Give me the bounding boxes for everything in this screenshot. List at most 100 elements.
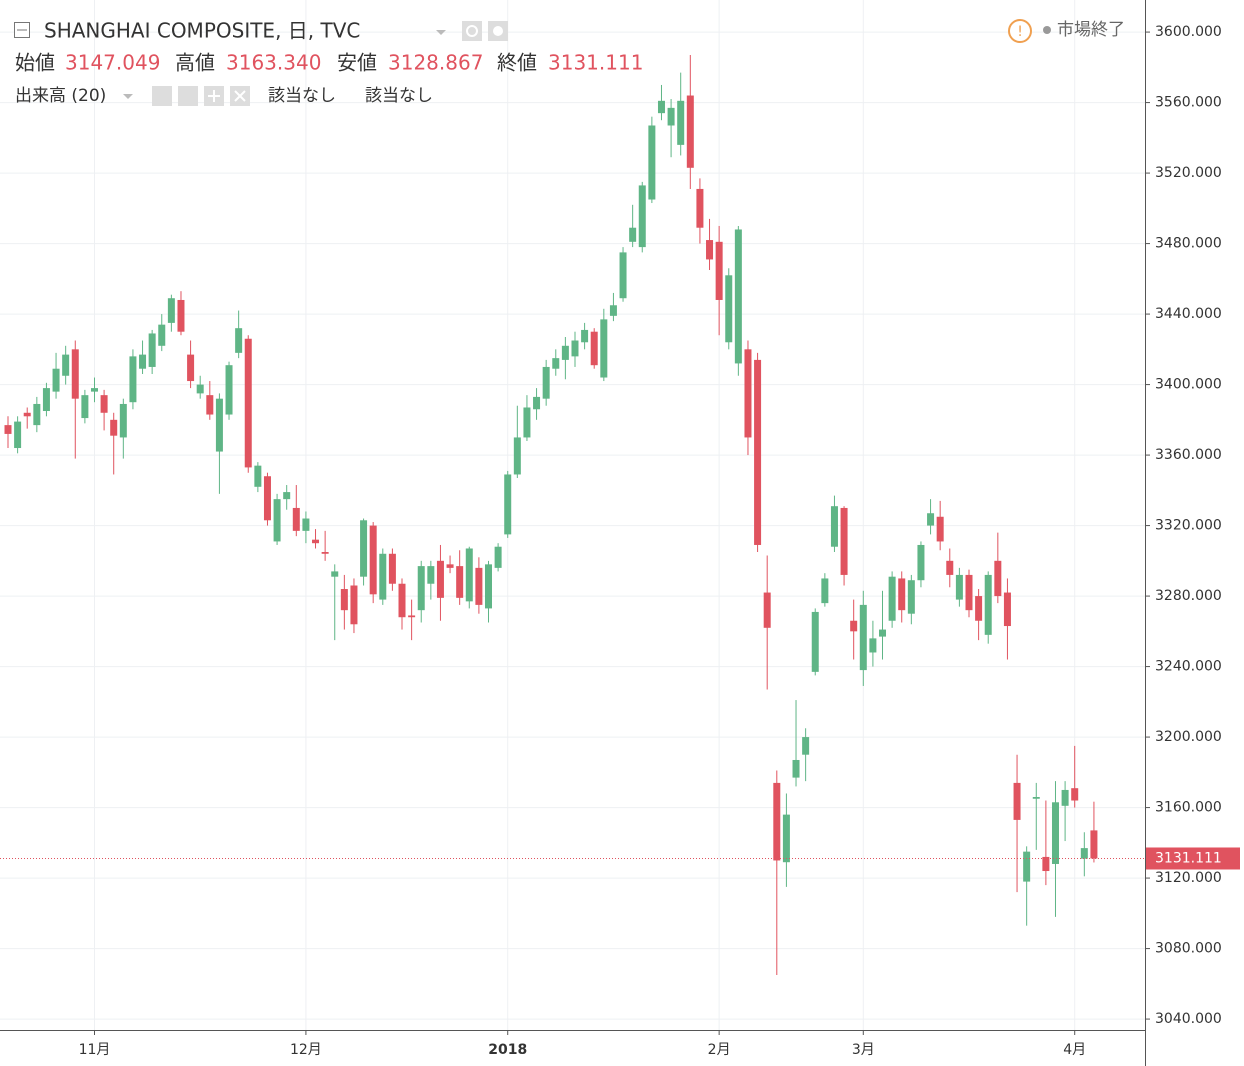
x-tick-label: 12月: [290, 1042, 322, 1058]
candle-body: [965, 574, 973, 611]
candle-body: [388, 553, 396, 584]
candle-body: [110, 419, 118, 436]
candle-body: [975, 596, 983, 621]
x-tick-label: 11月: [79, 1042, 111, 1058]
y-tick-label: 3560.000: [1155, 95, 1222, 111]
candle-body: [946, 560, 954, 575]
x-tick-label: 4月: [1063, 1042, 1086, 1058]
candle-body: [369, 525, 377, 595]
candle-body: [734, 229, 742, 364]
candle-body: [561, 345, 569, 360]
candle-body: [42, 388, 50, 412]
candle-body: [206, 395, 214, 415]
candle-body: [177, 299, 185, 332]
candle-body: [917, 544, 925, 581]
candle-body: [167, 298, 175, 323]
candle-body: [667, 107, 675, 126]
candle-body: [696, 188, 704, 228]
candle-body: [504, 474, 512, 535]
candle-body: [821, 578, 829, 604]
candle-body: [590, 331, 598, 366]
mark-layer: [0, 54, 1145, 976]
eye-icon[interactable]: [462, 21, 482, 41]
candle-body: [1013, 782, 1021, 820]
candle-body: [927, 513, 935, 526]
candle-body: [1061, 789, 1069, 806]
candle-body: [542, 366, 550, 399]
candle-body: [331, 571, 339, 577]
last-price-label: 3131.111: [1155, 850, 1222, 866]
candle-body: [706, 240, 714, 260]
y-tick-label: 3120.000: [1155, 870, 1222, 886]
y-tick-label: 3240.000: [1155, 659, 1222, 675]
candle-body: [215, 398, 223, 452]
candle-body: [725, 275, 733, 343]
candle-body: [1090, 830, 1098, 859]
status-icon[interactable]: [1008, 19, 1032, 43]
chart-title: SHANGHAI COMPOSITE, 日, TVC: [44, 19, 360, 43]
candle-body: [1023, 851, 1031, 882]
candle-body: [763, 592, 771, 628]
candle-body: [898, 578, 906, 611]
candle-body: [782, 814, 790, 863]
y-tick-label: 3360.000: [1155, 447, 1222, 463]
y-tick-label: 3200.000: [1155, 729, 1222, 745]
market-status: 市場終了: [1057, 20, 1125, 40]
candle-body: [33, 403, 41, 426]
close-value: 3131.111: [548, 51, 643, 75]
candle-body: [456, 566, 464, 598]
y-tick-label: 3480.000: [1155, 236, 1222, 252]
candle-body: [773, 782, 781, 861]
candle-body: [283, 492, 291, 500]
candle-body: [609, 305, 617, 316]
candle-body: [273, 499, 281, 542]
y-tick-label: 3400.000: [1155, 377, 1222, 393]
candle-body: [427, 566, 435, 584]
candle-body: [62, 354, 70, 376]
candle-body: [936, 516, 944, 542]
volume-settings-icon[interactable]: [178, 86, 198, 106]
candle-body: [888, 576, 896, 621]
candle-body: [513, 437, 521, 475]
volume-close-glyph: [234, 90, 246, 102]
y-tick-label: 3440.000: [1155, 306, 1222, 322]
eye-icon-glyph: [466, 25, 478, 37]
volume-value: 該当なし: [365, 86, 433, 106]
candle-body: [292, 507, 300, 531]
candle-body: [533, 396, 541, 410]
y-tick-label: 3160.000: [1155, 800, 1222, 816]
candle-body: [187, 354, 195, 382]
candle-body: [302, 518, 310, 531]
candle-body: [677, 100, 685, 145]
candle-body: [254, 465, 262, 487]
y-tick-label: 3600.000: [1155, 24, 1222, 40]
candle-body: [571, 340, 579, 357]
candle-body: [955, 574, 963, 600]
candle-body: [648, 125, 656, 200]
candle-body: [657, 100, 665, 114]
candle-body: [811, 611, 819, 672]
low-value: 3128.867: [388, 51, 483, 75]
candle-body: [312, 539, 320, 544]
candle-body: [446, 564, 454, 568]
candle-body: [619, 252, 627, 299]
candle-body: [360, 520, 368, 577]
candle-body: [1071, 788, 1079, 801]
volume-caret[interactable]: [123, 94, 133, 99]
candle-body: [850, 620, 858, 632]
candle-body: [52, 368, 60, 392]
candle-body: [129, 356, 137, 403]
candle-body: [90, 388, 98, 392]
candle-body: [1080, 848, 1088, 859]
status-dot: [1043, 26, 1051, 34]
open-value: 3147.049: [65, 51, 160, 75]
volume-eye-icon[interactable]: [152, 86, 172, 106]
title-caret[interactable]: [436, 30, 446, 35]
y-tick-label: 3520.000: [1155, 165, 1222, 181]
candle-body: [1051, 802, 1059, 864]
candle-body: [879, 629, 887, 637]
candle-body: [158, 324, 166, 346]
open-label: 始値: [15, 51, 55, 75]
candle-body: [744, 349, 752, 438]
